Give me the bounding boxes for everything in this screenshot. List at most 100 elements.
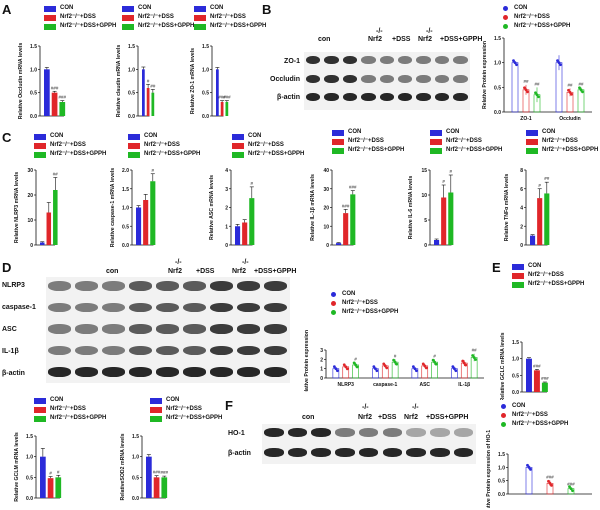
data-point	[568, 90, 572, 94]
blot-band	[156, 281, 179, 291]
blot-band	[306, 93, 321, 102]
chart-il6-mrna: 0 5 10 15 Relative IL-6 mRNA levels # #	[408, 168, 454, 249]
blot-band	[264, 448, 284, 457]
y-tick-label: 15	[421, 168, 427, 174]
data-point	[537, 95, 540, 99]
blot-d-row-nlrp3: NLRP3	[2, 282, 25, 289]
data-point	[382, 362, 386, 366]
x-tick-label: ZO-1	[520, 116, 532, 122]
data-point	[526, 90, 529, 94]
blot-band	[156, 324, 179, 334]
data-point	[433, 360, 437, 364]
data-point	[344, 365, 348, 369]
y-axis-label: Relative Occludin mRNA levels	[18, 43, 24, 120]
legend-swatch-dss	[122, 14, 134, 21]
blot-band	[75, 302, 98, 313]
y-tick-label: 1	[320, 367, 323, 373]
bar	[448, 192, 454, 245]
blot-band	[264, 281, 287, 291]
blot-band	[335, 448, 355, 457]
data-point	[332, 365, 336, 369]
x-tick-label: NLRP3	[338, 382, 355, 388]
chart-gclc-mrna: 0.0 0.5 1.0 1.5 Relative GCLC mRNA levels ###…	[500, 332, 549, 400]
blot-band	[358, 448, 379, 457]
blot-d-ko-2: -/-	[242, 259, 249, 266]
sig-label: ##	[567, 82, 573, 87]
data-point	[512, 59, 515, 63]
data-point	[515, 63, 518, 67]
y-tick-label: 0.5	[202, 91, 209, 97]
y-tick-label: 1.0	[128, 67, 135, 73]
bar	[44, 69, 50, 116]
blot-band	[324, 93, 339, 102]
sig-label: #	[538, 183, 541, 188]
y-tick-label: 1.5	[122, 187, 129, 193]
data-point	[523, 86, 526, 90]
blot-f-ko-2: -/-	[412, 404, 419, 411]
data-point	[383, 364, 387, 368]
y-axis-label: Relative IL-6 mRNA levels	[408, 176, 414, 240]
chart-gclm-mrna: 0.0 0.5 1.0 1.5 Relative GCLM mRNA levels # #	[14, 432, 62, 502]
blot-band	[75, 345, 98, 356]
y-axis-label: Relative ZO-1 mRNA levels	[190, 48, 196, 114]
blot-band	[237, 367, 260, 377]
data-point	[413, 367, 417, 371]
data-point	[464, 363, 468, 367]
chart-sod2-mrna: 0.0 0.5 1.0 1.5 RelativeSOD2 mRNA levels ### #…	[120, 433, 169, 502]
blot-band	[102, 367, 125, 377]
blot-band	[342, 93, 358, 102]
y-tick-label: 0	[320, 376, 323, 382]
y-axis-label: RelativeSOD2 mRNA levels	[120, 433, 126, 500]
blot-d-row-caspase1: caspase-1	[2, 304, 36, 311]
data-point	[421, 362, 425, 366]
chart-tnfa-mrna: 0 2 4 6 8 Relative TNFα mRNA levels ###	[504, 168, 550, 249]
panel-label-f: F	[225, 398, 233, 413]
blot-band	[379, 93, 394, 102]
chart-caspase1-mrna: 0.0 0.5 1.0 1.5 2.0 Relative caspase-1 mRNA l…	[110, 168, 156, 249]
bar	[40, 242, 45, 245]
bar-outline	[511, 62, 519, 113]
bar	[441, 197, 447, 245]
blot-band	[48, 345, 71, 356]
blot-band	[287, 428, 308, 437]
sig-label: ###	[51, 85, 59, 90]
blot-d-row-il1b: IL-1β	[2, 348, 19, 355]
y-tick-label: 1	[225, 224, 228, 230]
y-axis-label: Relative Protein expression	[304, 330, 310, 392]
y-tick-label: 0.5	[26, 475, 33, 481]
blot-band	[210, 367, 233, 377]
blot-band	[311, 428, 332, 437]
data-point	[534, 91, 537, 95]
y-tick-label: 1.5	[494, 36, 501, 42]
sig-label: #	[147, 78, 150, 83]
y-tick-label: 10	[421, 193, 427, 199]
blot-band	[398, 56, 413, 65]
data-point	[579, 88, 583, 92]
y-tick-label: 0	[424, 243, 427, 249]
blot-b-row-occludin: Occludin	[270, 76, 300, 83]
bar	[150, 181, 156, 245]
blot-band	[398, 74, 413, 83]
y-tick-label: 0.0	[132, 496, 139, 502]
legend-a-right: CON Nrf2⁻/⁻+DSS Nrf2⁻/⁻+DSS+GPPH	[194, 4, 266, 31]
y-tick-label: 0.0	[26, 496, 33, 502]
panel-label-d: D	[2, 260, 12, 275]
data-point	[434, 362, 438, 366]
sig-label: ###	[567, 481, 575, 486]
blot-band	[129, 281, 152, 291]
y-tick-label: 1.5	[498, 452, 505, 458]
data-point	[335, 369, 339, 373]
legend-c5: CON Nrf2⁻/⁻+DSS Nrf2⁻/⁻+DSS+GPPH	[430, 128, 502, 155]
panel-label-e: E	[492, 260, 501, 275]
panel-label-b: B	[262, 2, 272, 17]
y-axis-label: Relative Protein expression	[482, 41, 488, 109]
sig-label: #	[433, 353, 436, 358]
y-tick-label: 2	[225, 206, 228, 212]
data-point	[414, 369, 418, 373]
data-point	[474, 358, 478, 361]
legend-e: CON Nrf2⁻/⁻+DSS Nrf2⁻/⁻+DSS+GPPH	[512, 262, 584, 289]
chart-b-protein: 0.0 0.5 1.0 1.5 Relative Protein expression #…	[482, 36, 592, 122]
blot-band	[237, 345, 260, 356]
sig-label: ###	[546, 475, 554, 480]
sig-label: ###	[218, 95, 226, 100]
